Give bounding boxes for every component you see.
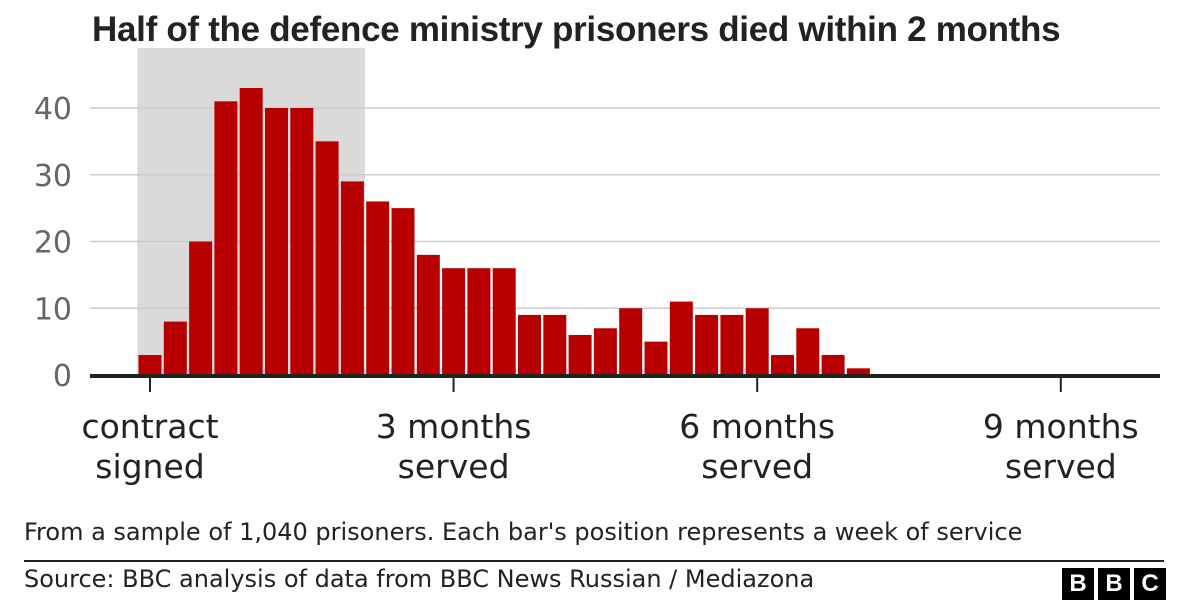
- y-tick-label: 20: [34, 226, 72, 261]
- x-tick-label: 9 months: [983, 407, 1139, 446]
- bar: [163, 321, 187, 375]
- bar: [442, 268, 466, 375]
- x-tick-label: served: [398, 447, 510, 486]
- bar: [619, 308, 643, 375]
- bar: [340, 181, 364, 375]
- y-tick-label: 40: [34, 92, 72, 127]
- bar: [771, 354, 794, 375]
- bbc-logo: B B C: [1062, 568, 1166, 600]
- bar: [189, 241, 213, 375]
- bar: [593, 328, 617, 375]
- y-tick-label: 0: [53, 359, 72, 394]
- bar: [745, 308, 769, 375]
- bar: [543, 314, 567, 375]
- x-tick-label: signed: [95, 447, 204, 486]
- bar: [366, 201, 390, 375]
- bar: [239, 87, 263, 375]
- bar: [467, 268, 491, 375]
- bbc-logo-letter: B: [1062, 568, 1094, 600]
- bar: [821, 354, 845, 375]
- bar: [846, 368, 870, 375]
- chart-title: Half of the defence ministry prisoners d…: [92, 10, 1061, 49]
- bar: [492, 268, 516, 375]
- bbc-logo-letter: B: [1098, 568, 1130, 600]
- x-tick-label: contract: [81, 407, 218, 446]
- bar: [315, 141, 339, 375]
- bbc-logo-letter: C: [1134, 568, 1166, 600]
- x-tick-label: 3 months: [376, 407, 532, 446]
- bar: [796, 328, 820, 375]
- x-tick-label: 6 months: [679, 407, 835, 446]
- bar: [720, 314, 744, 375]
- source-note: Source: BBC analysis of data from BBC Ne…: [24, 565, 815, 593]
- bar: [290, 108, 314, 375]
- x-tick-label: served: [1005, 447, 1117, 486]
- y-tick-label: 30: [34, 159, 72, 194]
- bar: [391, 208, 415, 375]
- bar: [644, 341, 668, 375]
- bar: [214, 101, 238, 375]
- bar: [518, 314, 541, 375]
- footer-divider: [24, 560, 1164, 562]
- bar: [416, 254, 440, 375]
- y-tick-label: 10: [34, 292, 72, 327]
- bar: [669, 301, 693, 375]
- bar: [138, 354, 162, 375]
- bar: [568, 334, 592, 375]
- bar: [265, 108, 288, 375]
- x-tick-label: served: [701, 447, 813, 486]
- bar: [695, 314, 719, 375]
- chart-footnote: From a sample of 1,040 prisoners. Each b…: [24, 518, 1023, 546]
